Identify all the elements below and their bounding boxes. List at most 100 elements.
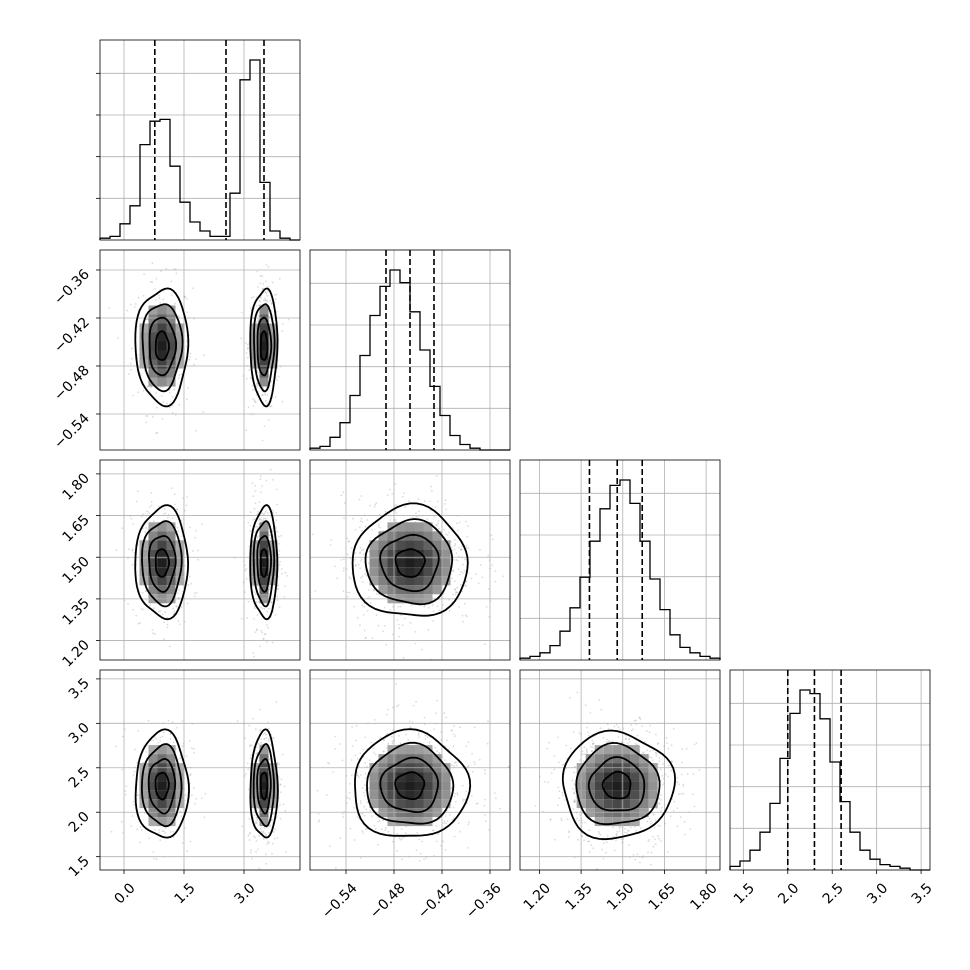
density-cell [166, 549, 176, 559]
scatter-point [262, 386, 264, 389]
scatter-point [197, 549, 199, 552]
scatter-point [659, 768, 662, 771]
scatter-point [444, 499, 447, 502]
scatter-point [146, 385, 149, 388]
scatter-point [259, 282, 262, 285]
density-cell [175, 781, 185, 791]
scatter-point [670, 760, 673, 763]
scatter-point [585, 748, 588, 750]
scatter-point [271, 819, 273, 821]
density-cell [423, 522, 433, 532]
scatter-point [395, 871, 397, 873]
scatter-point [274, 527, 277, 529]
scatter-point [573, 801, 576, 804]
contour-line [249, 728, 279, 839]
scatter-point [460, 584, 462, 587]
scatter-point [260, 741, 263, 744]
scatter-point [255, 850, 257, 853]
density-cell [378, 549, 388, 559]
scatter-point [650, 756, 653, 759]
density-cell [259, 790, 269, 800]
scatter-point [166, 626, 169, 629]
scatter-point [599, 833, 602, 836]
scatter-point [181, 590, 184, 593]
scatter-point [648, 756, 651, 758]
scatter-point [276, 379, 278, 382]
scatter-point [395, 683, 398, 686]
scatter-point [170, 487, 173, 489]
scatter-point [487, 554, 490, 557]
density-cell [378, 558, 388, 568]
scatter-point [568, 831, 571, 834]
scatter-point [265, 479, 268, 482]
scatter-point [252, 495, 255, 498]
scatter-point [152, 632, 154, 635]
density-cell [369, 558, 379, 568]
scatter-point [262, 394, 264, 396]
scatter-point [454, 591, 457, 594]
scatter-point [427, 628, 430, 631]
scatter-point [456, 764, 458, 767]
scatter-point [253, 814, 256, 816]
scatter-point [455, 591, 458, 594]
scatter-point [367, 589, 370, 591]
scatter-point [568, 697, 571, 699]
scatter-point [391, 740, 394, 743]
scatter-point [171, 294, 173, 297]
density-cell [414, 540, 424, 550]
scatter-point [254, 822, 257, 825]
scatter-point [155, 278, 158, 280]
density-cell [396, 531, 406, 541]
density-cell [268, 781, 278, 791]
scatter-point [596, 868, 598, 870]
scatter-point [254, 401, 257, 404]
scatter-point [256, 382, 259, 385]
density-cell [157, 332, 167, 342]
contour-line [394, 548, 426, 578]
density-cell [630, 817, 640, 827]
scatter-point [252, 835, 255, 838]
scatter-point [158, 829, 161, 831]
scatter-point [152, 739, 155, 742]
scatter-point [424, 604, 426, 607]
scatter-point [404, 506, 406, 509]
scatter-point [256, 525, 259, 528]
scatter-point [121, 768, 124, 771]
scatter-point [354, 552, 357, 554]
scatter-point [570, 747, 572, 750]
density-cell [148, 754, 158, 764]
scatter-point [468, 821, 470, 823]
scatter-point [255, 384, 258, 387]
scatter-point [643, 741, 646, 743]
scatter-point [383, 739, 386, 742]
scatter-point [245, 577, 248, 580]
scatter-point [252, 652, 255, 654]
scatter-point [411, 721, 414, 723]
scatter-point [249, 307, 252, 309]
scatter-point [389, 609, 392, 611]
scatter-point [190, 582, 193, 585]
scatter-point [592, 743, 594, 745]
scatter-point [204, 793, 207, 795]
scatter-point [247, 600, 250, 603]
scatter-point [163, 508, 166, 510]
contour-line [134, 728, 190, 839]
scatter-point [162, 401, 165, 403]
scatter-point [314, 590, 317, 592]
scatter-point [591, 750, 593, 753]
scatter-point [660, 799, 662, 801]
scatter-point [124, 790, 127, 792]
scatter-point [361, 787, 364, 790]
scatter-point [260, 629, 263, 632]
y-tick-label: −0.54 [51, 410, 93, 452]
scatter-point [634, 742, 637, 745]
scatter-point [172, 836, 175, 839]
scatter-point [363, 805, 366, 808]
scatter-point [155, 432, 158, 434]
scatter-point [664, 773, 667, 776]
scatter-point [423, 858, 425, 861]
scatter-point [591, 742, 594, 745]
density-cell [432, 585, 442, 595]
scatter-point [267, 840, 269, 843]
